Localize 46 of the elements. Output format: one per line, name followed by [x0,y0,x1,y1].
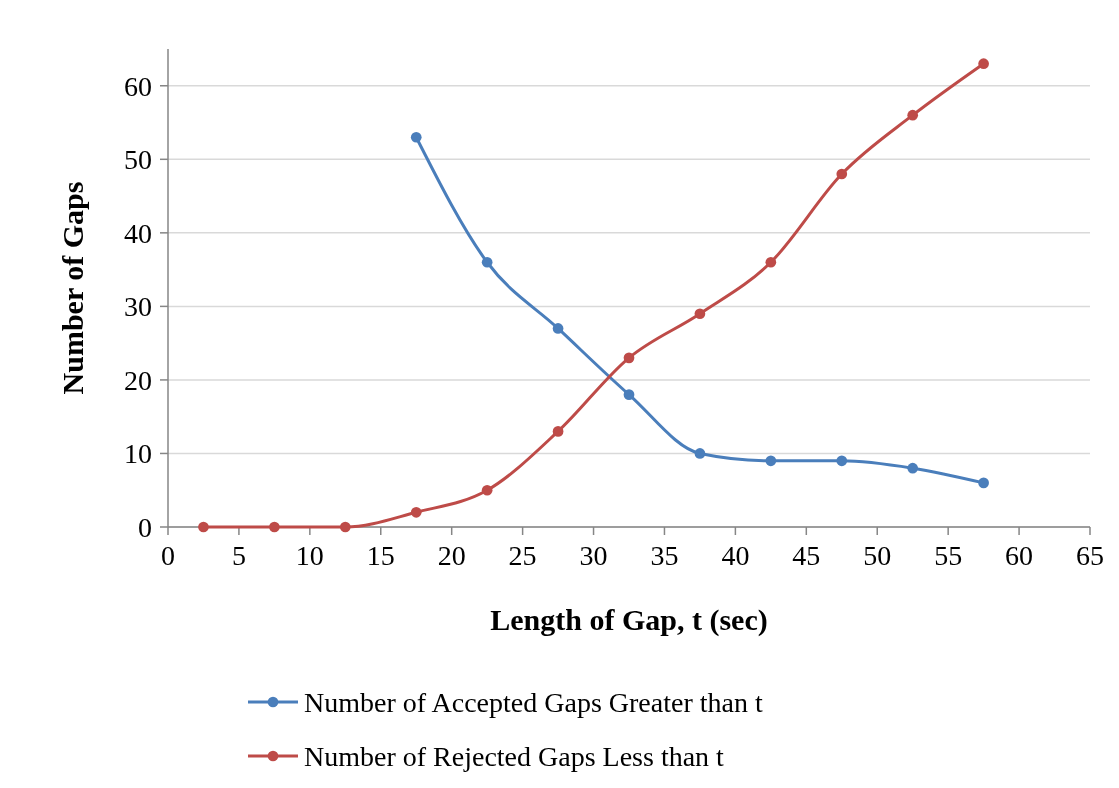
legend-label: Number of Rejected Gaps Less than t [304,740,725,772]
x-tick-label: 15 [366,540,395,571]
x-tick-label: 65 [1076,540,1104,571]
point [978,58,989,70]
point [410,131,422,143]
point [552,426,564,437]
x-tick-label: 35 [650,540,679,571]
y-tick-label: 40 [124,217,152,249]
x-tick-label: 50 [863,540,892,571]
y-tick-label: 0 [138,511,152,543]
point [907,462,919,474]
y-tick-label: 30 [124,291,152,323]
point [481,256,493,268]
point [481,484,493,496]
legend-label: Number of Accepted Gaps Greater than t [304,686,763,718]
point [623,352,635,364]
point [623,389,635,400]
point [765,455,777,467]
point [836,168,848,180]
point [269,521,280,533]
x-tick-label: 55 [934,540,963,571]
x-tick-label: 0 [161,540,175,571]
x-tick-label: 40 [721,540,750,571]
point [907,109,919,121]
x-tick-label: 45 [792,540,821,571]
x-tick-label: 10 [295,540,324,571]
x-tick-label: 5 [231,540,246,571]
y-axis-title: Number of Gaps [56,181,89,395]
x-tick-label: 20 [437,540,466,571]
x-tick-label: 25 [508,540,537,571]
point [694,308,706,320]
point [836,455,848,467]
y-tick-label: 60 [124,70,152,102]
y-tick-label: 50 [124,144,152,176]
x-tick-label: 60 [1005,540,1034,571]
point [978,477,989,489]
point [765,256,777,268]
point [552,323,564,334]
y-tick-label: 20 [124,364,152,396]
y-tick-label: 10 [124,438,152,470]
x-tick-label: 30 [579,540,608,571]
point [198,521,209,533]
x-axis-title: Length of Gap, t (sec) [490,603,768,637]
point [410,506,422,518]
point [694,448,706,459]
point [339,521,351,533]
